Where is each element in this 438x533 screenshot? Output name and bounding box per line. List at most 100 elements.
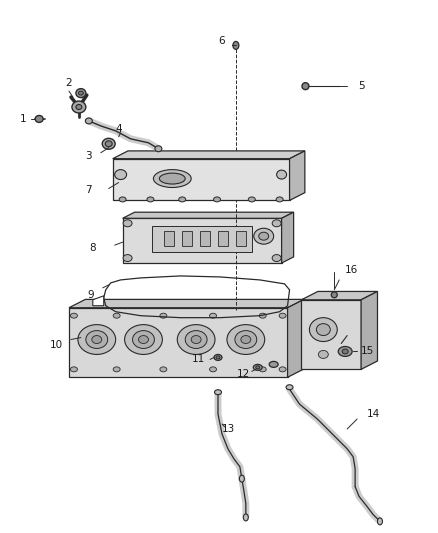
Ellipse shape <box>35 116 43 123</box>
Text: 7: 7 <box>85 185 92 196</box>
Polygon shape <box>182 231 192 246</box>
Ellipse shape <box>309 318 337 342</box>
Ellipse shape <box>316 324 330 336</box>
Text: 10: 10 <box>49 340 63 350</box>
Ellipse shape <box>159 173 185 184</box>
Text: 5: 5 <box>358 81 364 91</box>
Text: 16: 16 <box>345 265 358 275</box>
Text: 15: 15 <box>360 346 374 357</box>
Ellipse shape <box>254 228 274 244</box>
Text: 11: 11 <box>191 354 205 365</box>
Ellipse shape <box>160 313 167 318</box>
Polygon shape <box>123 219 282 263</box>
Ellipse shape <box>209 313 216 318</box>
Polygon shape <box>113 151 305 159</box>
Ellipse shape <box>153 169 191 188</box>
Ellipse shape <box>123 255 132 262</box>
Ellipse shape <box>92 336 102 343</box>
Ellipse shape <box>214 197 220 202</box>
Ellipse shape <box>240 475 244 482</box>
Ellipse shape <box>72 101 86 113</box>
Ellipse shape <box>119 197 126 202</box>
Ellipse shape <box>124 325 162 354</box>
Ellipse shape <box>279 367 286 372</box>
Ellipse shape <box>138 336 148 343</box>
Text: 3: 3 <box>85 151 92 161</box>
Polygon shape <box>361 292 378 369</box>
Ellipse shape <box>256 366 260 369</box>
Ellipse shape <box>105 141 112 147</box>
Ellipse shape <box>277 170 286 179</box>
Ellipse shape <box>86 330 108 349</box>
Ellipse shape <box>272 220 281 227</box>
Polygon shape <box>113 159 290 200</box>
Ellipse shape <box>177 325 215 354</box>
Text: 14: 14 <box>367 409 380 419</box>
Polygon shape <box>282 212 293 263</box>
Ellipse shape <box>113 367 120 372</box>
Polygon shape <box>301 292 378 300</box>
Ellipse shape <box>302 83 309 90</box>
Ellipse shape <box>338 346 352 357</box>
Ellipse shape <box>78 91 83 95</box>
Polygon shape <box>218 231 228 246</box>
Text: 2: 2 <box>66 78 72 88</box>
Ellipse shape <box>147 197 154 202</box>
Ellipse shape <box>113 313 120 318</box>
Ellipse shape <box>78 325 116 354</box>
Polygon shape <box>236 231 246 246</box>
Ellipse shape <box>179 197 186 202</box>
Polygon shape <box>288 300 304 377</box>
Ellipse shape <box>286 385 293 390</box>
Ellipse shape <box>185 330 207 349</box>
Ellipse shape <box>115 169 127 180</box>
Ellipse shape <box>318 351 328 358</box>
Ellipse shape <box>71 313 78 318</box>
Ellipse shape <box>160 367 167 372</box>
Ellipse shape <box>331 292 337 298</box>
Text: 6: 6 <box>219 36 225 46</box>
Polygon shape <box>290 151 305 200</box>
Ellipse shape <box>279 313 286 318</box>
Polygon shape <box>152 226 252 252</box>
Ellipse shape <box>276 197 283 202</box>
Ellipse shape <box>259 313 266 318</box>
Ellipse shape <box>269 361 278 367</box>
Text: 1: 1 <box>20 114 27 124</box>
Ellipse shape <box>227 325 265 354</box>
Ellipse shape <box>102 139 115 149</box>
Ellipse shape <box>133 330 155 349</box>
Ellipse shape <box>215 390 222 394</box>
Ellipse shape <box>76 104 82 109</box>
Polygon shape <box>301 300 361 369</box>
Ellipse shape <box>216 356 220 359</box>
Ellipse shape <box>259 232 268 240</box>
Ellipse shape <box>378 518 382 525</box>
Ellipse shape <box>214 354 222 360</box>
Text: 12: 12 <box>237 369 251 379</box>
Polygon shape <box>164 231 174 246</box>
Text: 9: 9 <box>88 290 94 300</box>
Polygon shape <box>123 212 293 219</box>
Ellipse shape <box>253 365 262 370</box>
Polygon shape <box>93 296 104 306</box>
Text: 4: 4 <box>115 124 122 134</box>
Ellipse shape <box>259 367 266 372</box>
Text: 8: 8 <box>89 243 96 253</box>
Ellipse shape <box>191 336 201 343</box>
Polygon shape <box>200 231 210 246</box>
Ellipse shape <box>244 514 248 521</box>
Polygon shape <box>69 308 288 377</box>
Ellipse shape <box>123 220 132 227</box>
Ellipse shape <box>233 42 239 50</box>
Ellipse shape <box>248 197 255 202</box>
Text: 13: 13 <box>221 424 235 434</box>
Ellipse shape <box>241 336 251 343</box>
Ellipse shape <box>342 349 348 354</box>
Ellipse shape <box>71 367 78 372</box>
Ellipse shape <box>76 88 86 98</box>
Ellipse shape <box>272 255 281 262</box>
Ellipse shape <box>235 330 257 349</box>
Ellipse shape <box>209 367 216 372</box>
Polygon shape <box>69 300 304 308</box>
